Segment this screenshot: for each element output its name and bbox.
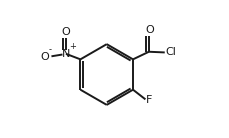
Text: O: O [41,52,49,62]
Text: +: + [69,42,76,51]
Text: N: N [61,49,70,59]
Text: O: O [144,25,153,35]
Text: Cl: Cl [165,47,176,57]
Text: -: - [49,45,52,54]
Text: O: O [61,27,70,37]
Text: F: F [146,95,152,105]
